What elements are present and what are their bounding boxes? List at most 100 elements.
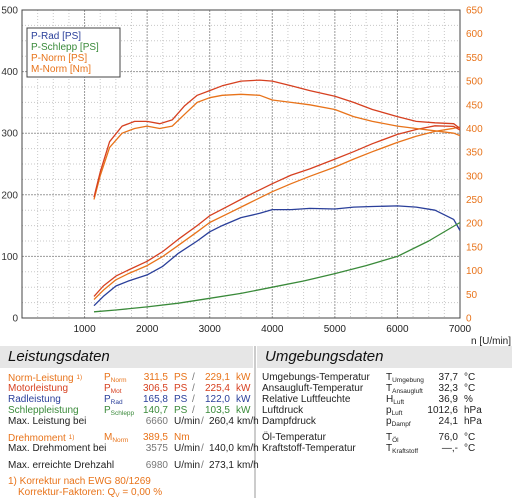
slash: / xyxy=(192,394,195,405)
chart-series xyxy=(93,79,461,313)
row-motorleistung: Motorleistung PMot 306,5 PS / 225,4 kW xyxy=(8,383,253,395)
y-right-tick-label: 200 xyxy=(466,219,483,230)
symbol: PRad xyxy=(104,394,123,406)
panel-divider xyxy=(254,346,256,498)
value: 37,7 xyxy=(438,372,458,383)
label: Umgebungs-Temperatur xyxy=(262,372,370,383)
value-ps: 140,7 xyxy=(142,405,168,416)
y-right-tick-label: 150 xyxy=(466,242,483,253)
symbol: MNorm xyxy=(104,432,129,444)
slash: / xyxy=(201,416,204,427)
y-right-tick-label: 500 xyxy=(466,77,483,88)
x-axis: 1000 2000 3000 4000 5000 6000 7000 xyxy=(73,324,471,335)
data-panel: Leistungsdaten Umgebungsdaten Norm-Leist… xyxy=(0,346,512,499)
row-max-leistung: Max. Leistung bei 6660 U/min / 260,4 km/… xyxy=(8,416,259,428)
label: Drehmoment 1) xyxy=(8,433,75,444)
y-right-tick-label: 0 xyxy=(466,314,472,325)
y-axis-right: 0 50 100 150 200 250 300 350 400 450 500 550 600 650 xyxy=(466,6,483,325)
row-max-drehmoment: Max. Drehmoment bei 3575 U/min / 140,0 k… xyxy=(8,443,259,455)
value-kmh: 140,0 xyxy=(208,443,234,454)
unit: °C xyxy=(464,372,476,383)
chart-grid xyxy=(21,9,461,319)
value: 24,1 xyxy=(438,416,458,427)
x-tick-label: 1000 xyxy=(73,324,96,335)
y-right-tick-label: 450 xyxy=(466,100,483,111)
y-left-tick-label: 500 xyxy=(1,6,18,17)
value: —,- xyxy=(441,443,458,454)
label: Dampfdruck xyxy=(262,416,316,427)
symbol: TUmgebung xyxy=(386,372,424,384)
value-ps: 165,8 xyxy=(142,394,168,405)
slash: / xyxy=(192,372,195,383)
value-ps: 306,5 xyxy=(142,383,168,394)
y-right-tick-label: 300 xyxy=(466,171,483,182)
unit-kmh: km/h xyxy=(237,443,259,454)
row-luftdruck: Luftdruck pLuft 1012,6 hPa xyxy=(262,405,510,417)
unit-rpm: U/min xyxy=(174,443,201,454)
slash: / xyxy=(201,443,204,454)
unit-nm: Nm xyxy=(174,432,190,443)
value-ps: 311,5 xyxy=(143,372,168,383)
label: Norm-Leistung 1) xyxy=(8,373,83,384)
legend-entry: P-Rad [PS] xyxy=(31,31,81,42)
unit-ps: PS xyxy=(174,372,188,383)
y-axis-left: 0 100 200 300 400 500 xyxy=(1,6,18,325)
value-nm: 389,5 xyxy=(142,432,168,443)
unit: °C xyxy=(464,443,476,454)
unit: hPa xyxy=(464,416,482,427)
symbol: TKraftstoff xyxy=(386,443,419,455)
series-line-p-schlepp-ps- xyxy=(93,221,461,313)
row-schleppleistung: Schleppleistung PSchlepp 140,7 PS / 103,… xyxy=(8,405,253,417)
y-right-tick-label: 250 xyxy=(466,195,483,206)
unit-kmh: km/h xyxy=(237,416,259,427)
value-rpm: 6660 xyxy=(145,416,168,427)
legend-entry: M-Norm [Nm] xyxy=(31,64,91,75)
x-tick-label: 5000 xyxy=(324,324,347,335)
symbol: PNorm xyxy=(104,372,127,384)
x-tick-label: 3000 xyxy=(199,324,222,335)
y-right-tick-label: 400 xyxy=(466,124,483,135)
legend-entry: P-Norm [PS] xyxy=(31,53,87,64)
series-line-p-norm-2-ps- xyxy=(93,125,461,297)
row-max-drehzahl: Max. erreichte Drehzahl 6980 U/min / 273… xyxy=(8,460,259,472)
chart-legend: P-Rad [PS]P-Schlepp [PS]P-Norm [PS]M-Nor… xyxy=(26,27,121,78)
y-left-tick-label: 400 xyxy=(1,67,18,78)
x-axis-label: n [U/min] xyxy=(471,336,511,346)
unit-ps: PS xyxy=(174,394,188,405)
label: Max. Leistung bei xyxy=(8,416,87,427)
y-left-tick-label: 300 xyxy=(1,129,18,140)
umgebungsdaten-header: Umgebungsdaten xyxy=(257,346,512,368)
plot-frame xyxy=(21,9,461,319)
value: 32,3 xyxy=(438,383,458,394)
y-right-tick-label: 550 xyxy=(466,53,483,64)
value-kmh: 260,4 xyxy=(208,416,234,427)
row-drehmoment: Drehmoment 1) MNorm 389,5 Nm xyxy=(8,432,253,444)
x-tick-label: 7000 xyxy=(449,324,472,335)
row-oel-temperatur: Öl-Temperatur TÖl 76,0 °C xyxy=(262,432,510,444)
row-relative-luftfeuchte: Relative Luftfeuchte HLuft 36,9 % xyxy=(262,394,510,406)
series-line-p-norm-ps- xyxy=(93,126,461,300)
series-line-m-norm-2-nm- xyxy=(93,79,461,198)
label: Luftdruck xyxy=(262,405,304,416)
value: 1012,6 xyxy=(427,405,458,416)
y-right-tick-label: 100 xyxy=(466,266,483,277)
slash: / xyxy=(192,383,195,394)
row-norm-leistung: Norm-Leistung 1) PNorm 311,5 PS / 229,1 … xyxy=(8,372,253,384)
symbol: pDampf xyxy=(386,416,411,428)
footnote-korrektur: 1) Korrektur nach EWG 80/1269 xyxy=(8,476,253,488)
unit: hPa xyxy=(464,405,482,416)
label: Radleistung xyxy=(8,394,61,405)
unit: °C xyxy=(464,432,476,443)
value: 76,0 xyxy=(438,432,458,443)
slash: / xyxy=(201,460,204,471)
x-tick-label: 4000 xyxy=(261,324,284,335)
label: Motorleistung xyxy=(8,383,69,394)
label: Ansaugluft-Temperatur xyxy=(262,383,364,394)
footnote-factor: Korrektur-Faktoren: QV = 0,00 % xyxy=(18,487,163,499)
footnote-text: 1) Korrektur nach EWG 80/1269 xyxy=(8,476,151,487)
umgebungsdaten-title: Umgebungsdaten xyxy=(265,348,384,365)
label: Relative Luftfeuchte xyxy=(262,394,351,405)
symbol: TAnsaugluft xyxy=(386,383,423,395)
unit-kw: kW xyxy=(236,383,251,394)
value-kw: 103,5 xyxy=(204,405,230,416)
